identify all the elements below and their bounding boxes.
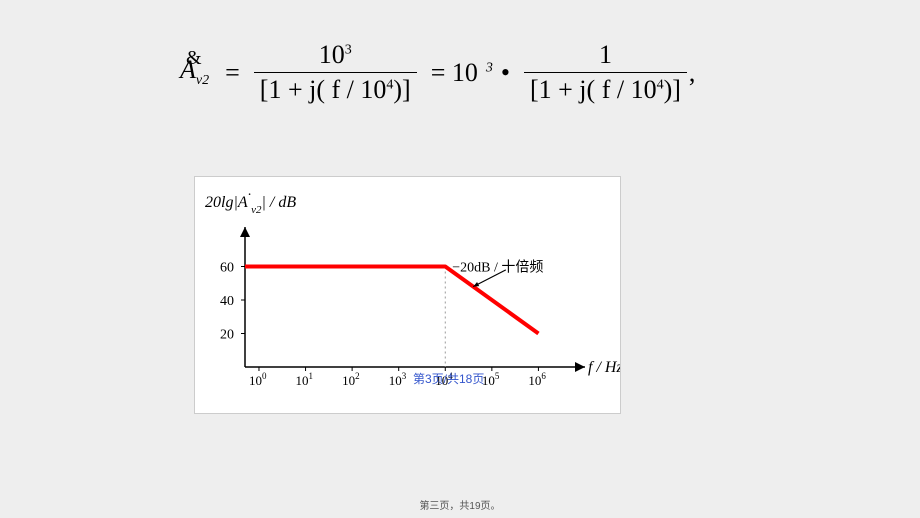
svg-text:−20dB / 十倍频: −20dB / 十倍频 (452, 260, 543, 276)
equation-lhs: & Av2 (180, 55, 209, 89)
svg-text:20lg|A·v2| / dB: 20lg|A·v2| / dB (205, 188, 296, 216)
svg-text:60: 60 (220, 261, 234, 276)
page-footer: 第三页，共19页。 (0, 497, 920, 512)
bode-svg: 20lg|A·v2| / dB f / Hz 20 40 60 100 101 102 103 1… (195, 177, 620, 413)
bode-plot: 20lg|A·v2| / dB f / Hz 20 40 60 100 101 102 103 1… (194, 176, 621, 414)
svg-text:100: 100 (249, 371, 267, 388)
transfer-function-equation: & Av2 = 103 [1 + j( f / 104)] = 103 • 1 … (180, 40, 703, 105)
svg-text:103: 103 (389, 371, 407, 388)
equals-2: = 103 (423, 58, 493, 88)
frac1-den: [1 + j( f / 104)] (254, 75, 417, 105)
equals-1: = (225, 58, 240, 88)
svg-text:102: 102 (342, 371, 360, 388)
svg-text:f / Hz: f / Hz (588, 359, 620, 376)
lhs-accent: & (186, 47, 202, 70)
svg-text:106: 106 (528, 371, 546, 388)
bullet-op: • (501, 58, 510, 88)
svg-text:105: 105 (482, 371, 500, 388)
page-overlay-label: 第3页/共18页 (413, 370, 484, 387)
svg-text:101: 101 (296, 371, 314, 388)
fraction-2: 1 [1 + j( f / 104)] (524, 40, 687, 105)
trailing-comma: , (689, 58, 696, 88)
frac2-den: [1 + j( f / 104)] (524, 75, 687, 105)
fraction-1: 103 [1 + j( f / 104)] (254, 40, 417, 105)
frac1-num: 103 (313, 40, 358, 70)
frac2-num: 1 (593, 40, 618, 70)
lhs-subscript: v2 (196, 74, 209, 89)
svg-text:20: 20 (220, 328, 234, 343)
svg-text:40: 40 (220, 294, 234, 309)
